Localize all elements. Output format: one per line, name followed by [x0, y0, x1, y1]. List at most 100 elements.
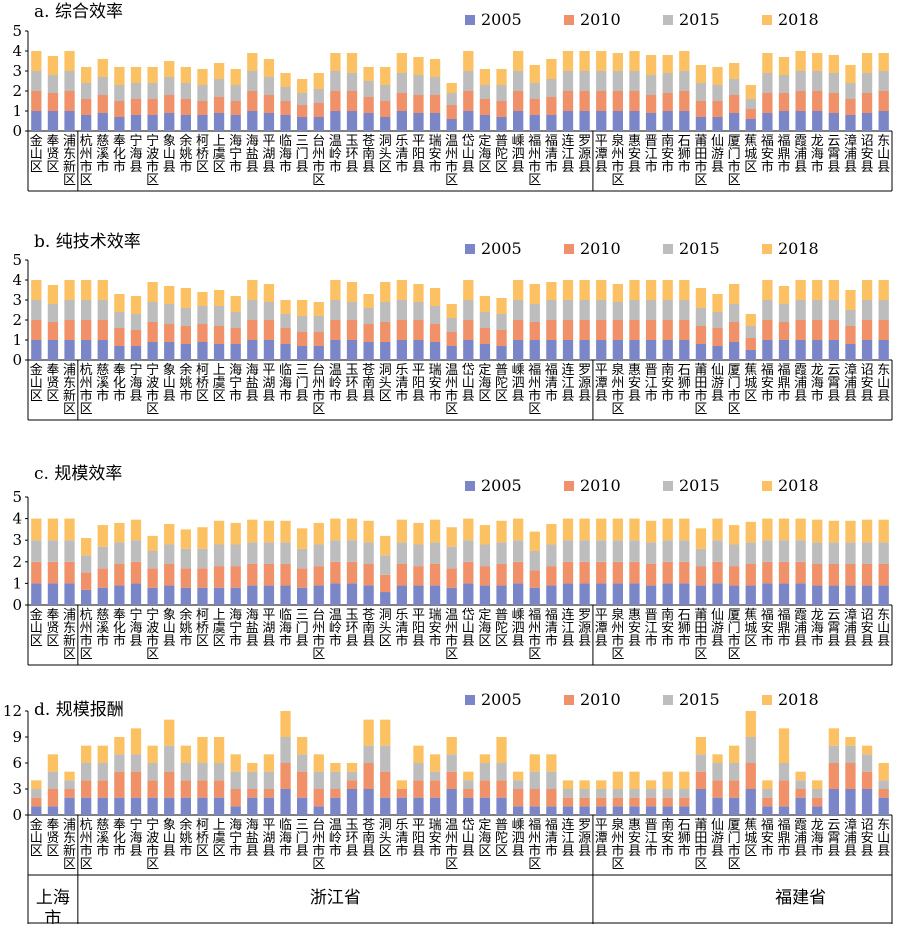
bar-2005-17	[313, 117, 324, 131]
bar-2010-36	[629, 797, 640, 807]
bar-2018-47	[812, 280, 823, 300]
bar-2005-44	[762, 806, 773, 815]
bar-2010-14	[263, 95, 275, 113]
bar-2005-19	[346, 111, 358, 131]
bar-2005-27	[479, 115, 491, 131]
legend-label-2018: 2018	[778, 690, 819, 709]
legend-swatch-2018	[762, 695, 772, 705]
bar-2015-24	[429, 306, 441, 324]
bar-2010-2	[64, 91, 75, 111]
legend-swatch-2015	[663, 481, 673, 491]
bar-2010-17	[313, 332, 324, 346]
bar-2015-46	[795, 780, 806, 789]
bar-2015-50	[861, 300, 873, 320]
legend-label-2010: 2010	[580, 239, 621, 258]
bar-2005-22	[396, 111, 407, 131]
category-label: 仙游县	[711, 608, 724, 649]
category-label: 台州市区	[312, 134, 325, 188]
bar-2005-49	[845, 585, 856, 605]
bar-2018-48	[828, 520, 839, 543]
category-label: 福清市	[545, 134, 558, 175]
bar-2018-18	[330, 763, 341, 772]
category-label: 奉贤区	[46, 608, 59, 649]
bar-2015-40	[695, 754, 707, 772]
bar-2010-15	[280, 763, 291, 789]
bar-2005-33	[579, 340, 590, 360]
bar-2005-34	[596, 340, 607, 360]
bar-2018-12	[230, 296, 241, 312]
bar-2010-9	[180, 99, 191, 115]
bar-2005-48	[828, 789, 839, 815]
bar-2015-16	[297, 548, 308, 569]
bar-2010-1	[47, 789, 59, 807]
y-tick-label: 5	[12, 488, 22, 506]
bar-2005-46	[795, 583, 806, 605]
bar-2005-40	[695, 117, 707, 131]
bar-2010-35	[612, 561, 623, 584]
bar-2005-31	[546, 585, 557, 605]
bar-2018-25	[446, 527, 457, 547]
category-label: 慈溪市	[96, 608, 109, 649]
category-label: 普陀区	[495, 818, 508, 859]
bar-2015-40	[695, 83, 707, 101]
bar-2015-37	[645, 300, 657, 320]
bar-2005-28	[496, 346, 507, 360]
bar-2018-34	[596, 51, 607, 71]
category-label: 上虞区	[213, 134, 226, 175]
bar-2018-33	[579, 518, 590, 541]
bar-2010-10	[197, 101, 208, 115]
bar-2018-47	[812, 780, 823, 789]
category-label: 连江县	[561, 133, 574, 175]
bar-2005-48	[828, 585, 839, 605]
bar-2010-22	[396, 320, 407, 340]
legend-swatch-2018	[762, 481, 772, 491]
bar-2018-35	[612, 518, 623, 541]
bar-2005-4	[97, 587, 108, 605]
y-tick-label: 5	[12, 251, 22, 269]
category-label: 泉州市区	[611, 817, 624, 872]
bar-2010-38	[662, 797, 673, 807]
bar-2010-38	[662, 320, 673, 340]
bar-2015-30	[529, 771, 540, 789]
bar-2018-35	[612, 284, 623, 302]
bar-2005-15	[280, 344, 291, 360]
bar-2010-44	[762, 561, 773, 584]
bar-2005-10	[197, 115, 208, 131]
category-label: 三门县	[296, 363, 309, 404]
bar-2015-9	[180, 308, 191, 326]
category-label: 宁海县	[129, 362, 142, 404]
bar-2015-29	[513, 300, 524, 320]
bar-2005-2	[64, 583, 75, 605]
category-label: 浦东新区	[63, 134, 76, 188]
bar-2015-3	[81, 555, 92, 573]
category-label: 上虞区	[213, 363, 226, 404]
bar-2010-36	[629, 561, 640, 584]
category-label: 金山区	[30, 607, 43, 649]
bar-2015-14	[263, 77, 275, 95]
bar-2005-16	[297, 117, 308, 131]
bar-2018-8	[164, 719, 175, 746]
category-label: 奉化市	[113, 818, 126, 859]
category-label: 霞浦县	[794, 608, 807, 649]
bar-2010-2	[64, 561, 75, 584]
bar-2005-37	[645, 806, 657, 815]
category-label: 三门县	[296, 818, 309, 859]
category-label: 宁波市区	[146, 362, 159, 417]
bar-2015-3	[81, 763, 92, 781]
bar-2010-40	[695, 771, 707, 789]
category-label: 云霄县	[827, 363, 840, 404]
category-label: 洞头区	[379, 818, 392, 859]
bar-2018-3	[81, 67, 92, 83]
bar-2010-20	[363, 763, 374, 789]
bar-2018-27	[479, 754, 491, 763]
bar-2010-47	[812, 797, 823, 807]
bar-2010-46	[795, 320, 806, 340]
bar-2015-4	[97, 546, 108, 569]
category-label: 三门县	[296, 608, 309, 649]
bar-2005-43	[745, 789, 756, 815]
bar-2015-21	[380, 555, 391, 575]
bar-2018-10	[197, 292, 208, 306]
category-label: 瑞安市	[429, 363, 442, 404]
bar-2015-31	[546, 544, 557, 567]
